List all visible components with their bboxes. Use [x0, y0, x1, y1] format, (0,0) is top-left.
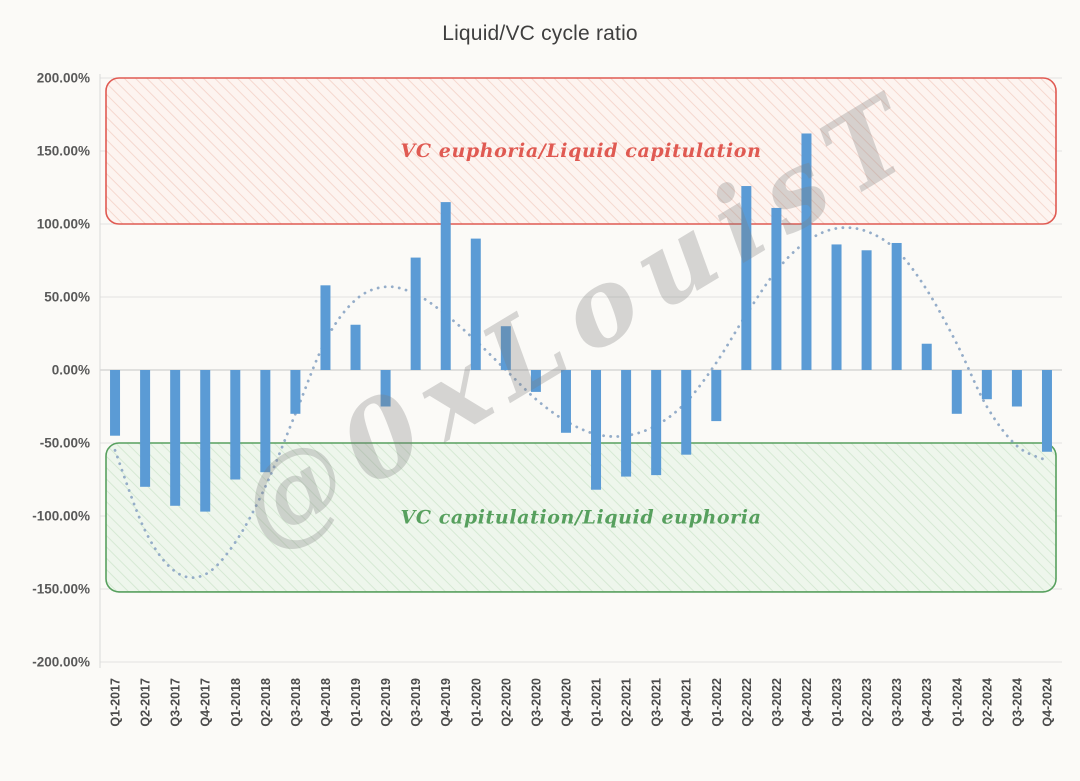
bar-Q1-2022: [711, 370, 722, 422]
x-tick-label: Q3-2019: [409, 678, 423, 727]
x-tick-label: Q1-2022: [710, 678, 724, 727]
bar-Q4-2017: [200, 370, 211, 512]
bar-Q2-2017: [140, 370, 151, 487]
bar-Q3-2020: [530, 370, 541, 392]
bar-Q4-2024: [1041, 370, 1052, 452]
bar-Q4-2021: [681, 370, 692, 455]
vc-euphoria-zone: [105, 77, 1057, 225]
bar-Q1-2020: [470, 238, 481, 370]
y-tick-label: -200.00%: [32, 655, 90, 670]
x-tick-label: Q3-2018: [289, 678, 303, 727]
bar-Q4-2019: [440, 202, 451, 370]
vc-capitulation-zone: [105, 442, 1057, 593]
bar-Q3-2024: [1011, 370, 1022, 407]
bar-Q1-2023: [831, 244, 842, 370]
bar-Q1-2024: [951, 370, 962, 414]
x-tick-label: Q2-2023: [860, 678, 874, 727]
x-tick-label: Q1-2024: [950, 678, 964, 727]
bar-Q1-2017: [110, 370, 121, 436]
x-tick-label: Q3-2017: [169, 678, 183, 727]
x-tick-label: Q1-2018: [229, 678, 243, 727]
x-tick-label: Q3-2024: [1010, 678, 1024, 727]
x-tick-label: Q3-2020: [529, 678, 543, 727]
x-tick-label: Q4-2022: [800, 678, 814, 727]
bar-Q1-2018: [230, 370, 241, 480]
bar-Q3-2022: [771, 207, 782, 370]
bar-Q4-2018: [320, 285, 331, 370]
x-tick-label: Q3-2023: [890, 678, 904, 727]
x-tick-label: Q2-2018: [259, 678, 273, 727]
y-tick-label: 200.00%: [37, 71, 90, 86]
bar-Q2-2020: [500, 326, 511, 370]
bar-Q2-2023: [861, 250, 872, 370]
x-tick-label: Q4-2020: [559, 678, 573, 727]
x-tick-label: Q1-2020: [469, 678, 483, 727]
y-tick-label: -150.00%: [32, 582, 90, 597]
bar-Q3-2021: [651, 370, 662, 476]
vc-capitulation-zone-label: VC capitulation/Liquid euphoria: [400, 506, 761, 528]
x-tick-label: Q1-2021: [590, 678, 604, 727]
x-tick-label: Q4-2017: [199, 678, 213, 727]
x-tick-label: Q1-2019: [349, 678, 363, 727]
bar-Q4-2023: [921, 343, 932, 370]
bar-Q2-2022: [741, 186, 752, 370]
y-tick-label: -50.00%: [40, 436, 90, 451]
bar-Q4-2020: [560, 370, 571, 433]
x-tick-label: Q2-2019: [379, 678, 393, 727]
y-tick-label: 150.00%: [37, 144, 90, 159]
x-tick-label: Q2-2017: [139, 678, 153, 727]
x-tick-label: Q2-2021: [620, 678, 634, 727]
bar-Q3-2018: [290, 370, 301, 414]
vc-euphoria-zone-label: VC euphoria/Liquid capitulation: [400, 140, 761, 162]
bar-Q2-2018: [260, 370, 271, 473]
y-tick-label: 0.00%: [52, 363, 90, 378]
x-tick-label: Q4-2021: [680, 678, 694, 727]
bar-Q1-2021: [591, 370, 602, 490]
x-tick-label: Q1-2023: [830, 678, 844, 727]
bar-Q3-2023: [891, 242, 902, 370]
x-tick-label: Q4-2018: [319, 678, 333, 727]
x-tick-label: Q1-2017: [109, 678, 123, 727]
bar-Q2-2019: [380, 370, 391, 407]
x-tick-label: Q2-2024: [980, 678, 994, 727]
x-tick-label: Q2-2020: [499, 678, 513, 727]
x-tick-label: Q4-2019: [439, 678, 453, 727]
bar-Q4-2022: [801, 133, 812, 370]
x-tick-label: Q4-2023: [920, 678, 934, 727]
x-tick-label: Q4-2024: [1040, 678, 1054, 727]
bar-Q2-2021: [621, 370, 632, 477]
y-tick-label: 100.00%: [37, 217, 90, 232]
bar-Q2-2024: [981, 370, 992, 400]
bar-Q3-2019: [410, 257, 421, 370]
x-tick-label: Q3-2021: [650, 678, 664, 727]
y-tick-label: 50.00%: [44, 290, 90, 305]
y-tick-label: -100.00%: [32, 509, 90, 524]
bar-Q1-2019: [350, 324, 361, 370]
chart-title: Liquid/VC cycle ratio: [442, 22, 638, 45]
x-tick-label: Q2-2022: [740, 678, 754, 727]
bar-Q3-2017: [170, 370, 181, 506]
x-tick-label: Q3-2022: [770, 678, 784, 727]
